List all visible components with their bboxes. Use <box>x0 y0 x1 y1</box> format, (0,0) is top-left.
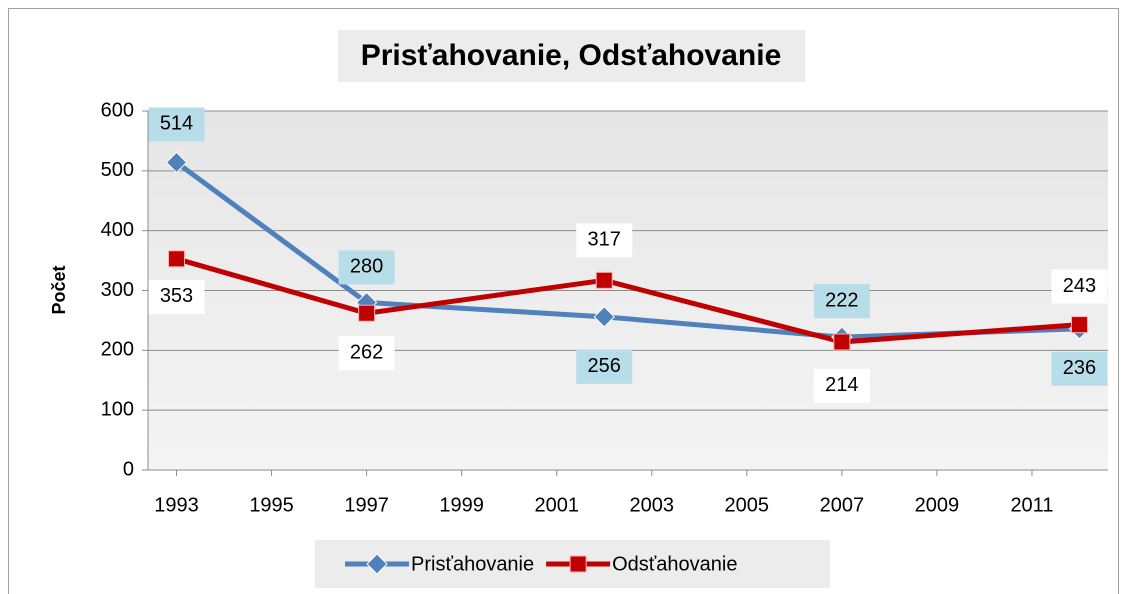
data-label-bg <box>1051 269 1108 304</box>
data-label-bg <box>576 349 633 384</box>
data-label: 222 <box>825 289 858 311</box>
x-tick-label: 2003 <box>630 494 675 516</box>
data-label-bg <box>576 223 633 258</box>
x-tick-label: 2005 <box>725 494 770 516</box>
data-label: 214 <box>825 374 858 396</box>
y-tick-label: 0 <box>123 458 134 480</box>
y-tick-label: 300 <box>101 279 134 301</box>
data-point <box>595 271 613 289</box>
x-tick-label: 2001 <box>534 494 579 516</box>
data-label: 317 <box>588 229 621 251</box>
data-point <box>168 250 186 268</box>
x-tick-label: 1993 <box>154 494 199 516</box>
data-label-bg <box>338 336 395 371</box>
data-label: 280 <box>350 256 383 278</box>
x-tick-label: 1997 <box>344 494 389 516</box>
data-label-bg <box>813 368 870 403</box>
data-label-bg <box>338 250 395 285</box>
data-label: 353 <box>160 285 193 307</box>
data-label: 256 <box>588 355 621 377</box>
chart-title: Prisťahovanie, Odsťahovanie <box>361 39 782 72</box>
data-label: 514 <box>160 113 193 135</box>
data-point <box>593 306 615 328</box>
data-point <box>833 333 851 351</box>
data-label: 243 <box>1063 275 1096 297</box>
data-label: 262 <box>350 342 383 364</box>
data-label-bg <box>1051 351 1108 386</box>
y-tick-label: 400 <box>101 219 134 241</box>
data-label-bg <box>148 279 205 314</box>
data-point <box>1070 316 1088 334</box>
y-tick-label: 200 <box>101 339 134 361</box>
data-point <box>165 151 188 174</box>
data-label-bg <box>813 284 870 319</box>
x-tick-label: 1995 <box>249 494 294 516</box>
legend-label: Odsťahovanie <box>612 553 737 575</box>
x-tick-label: 1999 <box>439 494 484 516</box>
y-tick-label: 600 <box>101 99 134 121</box>
data-label-bg <box>148 107 205 142</box>
legend-marker <box>366 553 388 575</box>
title-box <box>338 30 805 82</box>
data-label: 236 <box>1063 357 1096 379</box>
x-tick-label: 2007 <box>820 494 865 516</box>
data-point <box>358 304 376 322</box>
y-axis-label: Počet <box>49 265 69 314</box>
y-tick-label: 500 <box>101 159 134 181</box>
legend-label: Prisťahovanie <box>411 553 534 575</box>
y-tick-label: 100 <box>101 398 134 420</box>
x-tick-label: 2009 <box>915 494 960 516</box>
legend-marker <box>569 555 587 573</box>
x-tick-label: 2011 <box>1010 494 1053 516</box>
